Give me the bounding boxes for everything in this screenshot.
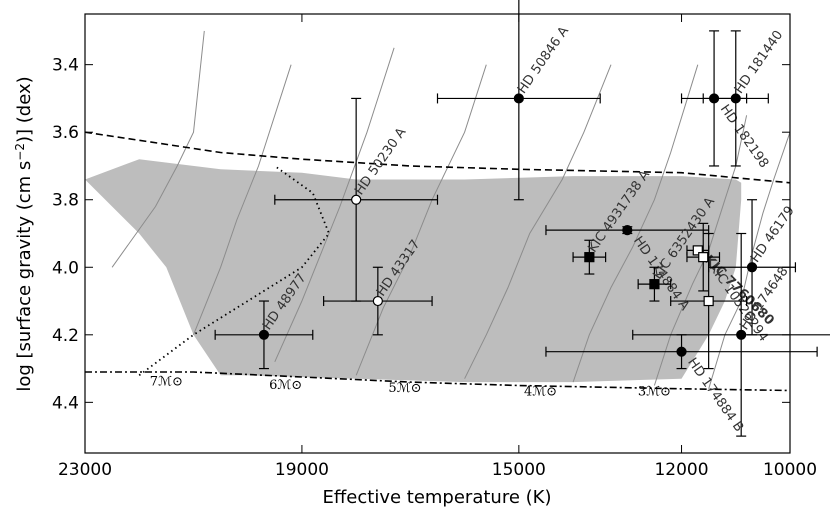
star-point: HD 50846 A [436,0,601,201]
y-tick-label: 3.4 [52,56,79,76]
boundary-lines-layer [85,131,790,392]
y-axis-title: log [surface gravity (cm s−2)] (dex) [13,76,35,391]
circle-marker [730,93,741,104]
upper-boundary-dashed-line [85,131,790,184]
square-marker [692,245,703,256]
y-tick-label: 4.2 [52,326,79,346]
evolution-track [572,64,699,383]
y-axis-title-exponent: −2 [13,143,27,161]
y-axis-title-part1: log [surface gravity (cm s [14,161,35,392]
x-tick-label: 19000 [275,460,329,480]
mass-label: 4ℳ⊙ [524,385,557,400]
x-tick-label: 10000 [763,460,817,480]
evolution-track [111,30,205,268]
mass-label: 3ℳ⊙ [638,385,671,400]
star-label: HD 182198 [717,102,771,171]
instability-region-layer [85,159,742,383]
circle-marker [676,346,687,357]
star-point [670,232,748,370]
x-tick-label: 23000 [58,460,112,480]
y-axis-title-part2: )] (dex) [14,76,35,143]
plot-frame [84,13,791,454]
mass-label: 7ℳ⊙ [150,374,183,389]
instability-region [85,159,742,383]
star-label: HD 50846 A [515,24,572,97]
dotted-boundary-line [138,165,331,377]
mass-label: 5ℳ⊙ [388,381,421,396]
evolution-track [193,64,292,335]
square-marker [698,252,709,263]
square-marker [649,279,660,290]
circle-marker [736,329,747,340]
mass-label: 6ℳ⊙ [269,378,302,393]
lower-boundary-dash-dot-line [85,371,790,392]
square-marker [584,252,595,263]
evolution-track [274,47,395,363]
evolution-track [355,64,487,376]
y-tick-label: 4.0 [52,258,79,278]
star-label: HD 181440 [732,28,786,97]
circle-marker [351,194,362,205]
axes-layer: 23000 19000 15000 12000 10000 3.4 3.6 3.8 4.0 4.2… [52,13,817,480]
evolution-track [464,64,612,379]
circle-marker [372,295,383,307]
circle-marker [622,225,633,236]
x-axis-title: Effective temperature (K) [323,487,552,508]
x-tick-label: 12000 [654,460,708,480]
circle-marker [513,93,524,104]
y-tick-label: 4.4 [52,393,79,413]
mass-labels-layer: 7ℳ⊙ 6ℳ⊙ 5ℳ⊙ 4ℳ⊙ 3ℳ⊙ [150,374,671,399]
circle-marker [746,262,758,273]
y-tick-label: 3.6 [52,123,79,143]
circle-marker [258,329,270,340]
x-tick-label: 15000 [492,460,546,480]
square-marker [703,295,714,307]
y-tick-label: 3.8 [52,191,79,211]
